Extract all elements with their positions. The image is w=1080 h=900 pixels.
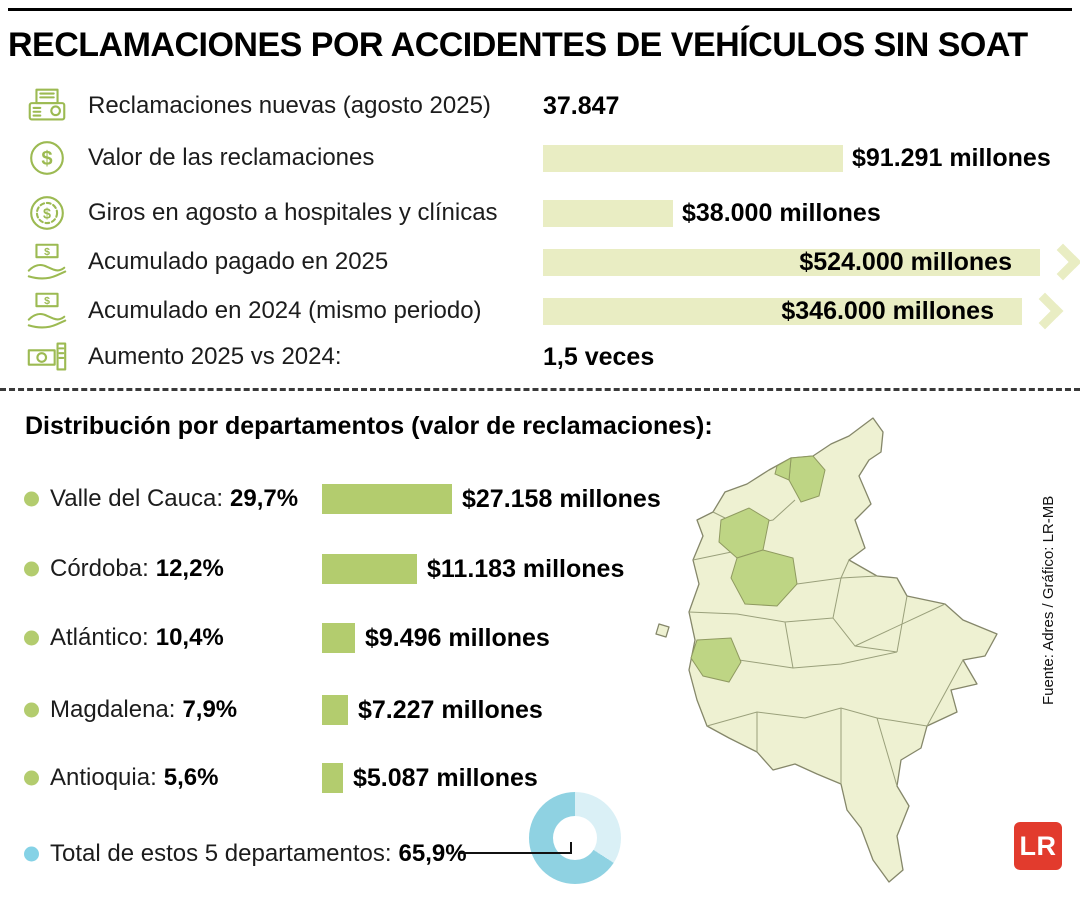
dept-pct: 29,7% [230,485,299,512]
donut-chart [529,792,621,884]
arrow-right-icon [1026,292,1064,330]
stat-value: $38.000 millones [682,198,881,227]
dept-row-valle: Valle del Cauca: 29,7% $27.158 millones [0,471,680,527]
connector-line [460,852,572,854]
money-bill-icon [22,334,72,380]
stat-row-transfers: $ Giros en agosto a hospitales y clínica… [0,187,1080,239]
stat-label: Reclamaciones nuevas (agosto 2025) [88,92,491,119]
highlighted-departments [690,455,826,683]
svg-text:$: $ [41,148,52,170]
dept-bar [322,484,452,514]
total-bullet-icon [24,846,39,862]
dept-row-atlantico: Atlántico: 10,4% $9.496 millones [0,610,680,666]
dept-label: Magdalena: 7,9% [50,696,237,724]
claims-machine-icon [22,83,72,129]
stat-value: $91.291 millones [852,143,1051,172]
dept-value: $7.227 millones [358,695,543,724]
stat-label: Giros en agosto a hospitales y clínicas [88,199,498,226]
bullet-icon [24,491,39,507]
svg-text:$: $ [44,295,50,307]
stat-row-accumulated-2025: $ Acumulado pagado en 2025 $524.000 mill… [0,236,1080,288]
bullet-icon [24,561,39,577]
stat-row-accumulated-2024: $ Acumulado en 2024 (mismo periodo) $346… [0,285,1080,337]
dept-row-cordoba: Córdoba: 12,2% $11.183 millones [0,541,680,597]
stat-value: $524.000 millones [799,247,1012,276]
stat-label: Acumulado en 2024 (mismo periodo) [88,297,482,324]
dept-value: $27.158 millones [462,484,661,513]
dept-value: $9.496 millones [365,623,550,652]
dept-row-antioquia: Antioquia: 5,6% $5.087 millones [0,750,680,806]
value-bar [543,144,843,172]
stat-row-new-claims: Reclamaciones nuevas (agosto 2025) 37.84… [0,80,1080,132]
hand-money-icon: $ [22,239,72,285]
stat-row-claims-value: $ Valor de las reclamaciones $91.291 mil… [0,132,1080,184]
hand-money-icon: $ [22,288,72,334]
dashed-divider [0,388,1080,391]
source-credit: Fuente: Adres / Gráfico: LR-MB [1040,495,1057,705]
svg-text:$: $ [44,246,50,258]
dept-bar [322,695,348,725]
total-pct: 65,9% [398,840,467,867]
bullet-icon [24,770,39,786]
lr-logo: LR [1014,822,1062,870]
dept-bar [322,763,343,793]
dept-value: $5.087 millones [353,763,538,792]
dept-value: $11.183 millones [427,554,625,583]
dept-pct: 12,2% [155,555,224,582]
dept-label: Córdoba: 12,2% [50,555,224,583]
dept-pct: 7,9% [182,696,238,723]
total-label: Total de estos 5 departamentos: 65,9% [50,840,467,868]
dept-name: Córdoba: [50,555,149,582]
value-bar: $346.000 millones [543,296,1022,325]
stat-value: 1,5 veces [543,342,655,371]
stat-value: 37.847 [543,91,620,120]
bullet-icon [24,630,39,646]
connector-tick [570,842,572,854]
dept-name: Atlántico: [50,624,149,651]
dept-name: Valle del Cauca: [50,485,223,512]
dollar-circle-icon: $ [22,135,72,181]
dept-label: Antioquia: 5,6% [50,764,218,792]
arrow-right-icon [1044,243,1080,281]
total-label-text: Total de estos 5 departamentos: [50,840,392,867]
dept-bar [322,623,355,653]
svg-text:$: $ [43,206,51,222]
stat-label: Acumulado pagado en 2025 [88,248,389,275]
coin-transfer-icon: $ [22,190,72,236]
stat-row-increase: Aumento 2025 vs 2024: 1,5 veces [0,331,1080,383]
total-row: Total de estos 5 departamentos: 65,9% [0,826,560,882]
stat-label: Aumento 2025 vs 2024: [88,343,342,370]
dept-name: Antioquia: [50,764,157,791]
dept-label: Atlántico: 10,4% [50,624,224,652]
dept-label: Valle del Cauca: 29,7% [50,485,298,513]
dept-name: Magdalena: [50,696,176,723]
page-title: RECLAMACIONES POR ACCIDENTES DE VEHÍCULO… [8,26,1028,64]
colombia-map [655,417,998,883]
dept-pct: 10,4% [155,624,224,651]
value-bar: $524.000 millones [543,247,1040,276]
section-heading: Distribución por departamentos (valor de… [25,412,713,440]
bullet-icon [24,702,39,718]
dept-row-magdalena: Magdalena: 7,9% $7.227 millones [0,682,680,738]
dept-bar [322,554,417,584]
dept-pct: 5,6% [163,764,219,791]
stat-label: Valor de las reclamaciones [88,144,375,171]
stat-value: $346.000 millones [781,296,994,325]
value-bar [543,199,673,227]
top-rule [8,8,1072,11]
